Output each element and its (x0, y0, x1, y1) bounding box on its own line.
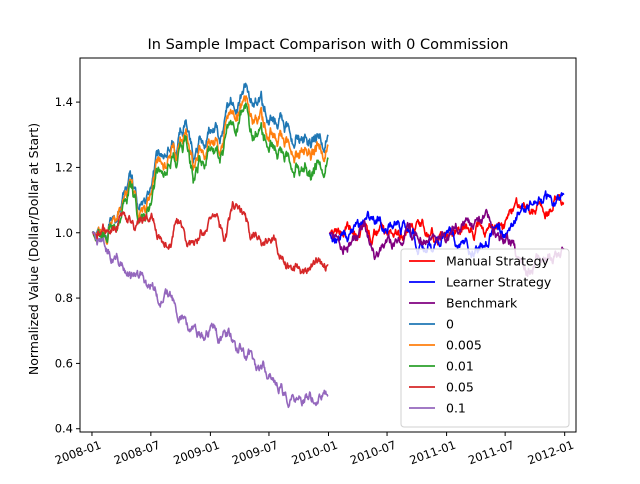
legend-label: 0.05 (446, 380, 474, 395)
legend-label: 0.005 (446, 338, 482, 353)
y-tick-label: 1.0 (55, 226, 73, 240)
chart-title: In Sample Impact Comparison with 0 Commi… (148, 37, 509, 53)
y-axis-label: Normalized Value (Dollar/Dollar at Start… (26, 123, 41, 375)
legend-label: 0.01 (446, 359, 474, 374)
legend-box (400, 248, 570, 428)
legend-label: 0.1 (446, 401, 466, 416)
legend-label: 0 (446, 317, 454, 332)
series-line-0-01 (92, 102, 329, 244)
y-tick-label: 1.4 (55, 95, 73, 109)
legend-label: Learner Strategy (446, 275, 552, 290)
y-tick-label: 0.4 (55, 422, 73, 436)
legend-label: Manual Strategy (446, 254, 550, 269)
legend-label: Benchmark (446, 296, 518, 311)
series-line-0-05 (92, 201, 329, 275)
y-tick-label: 0.8 (55, 291, 73, 305)
series-line-learner-strategy (328, 190, 565, 259)
y-tick-label: 1.2 (55, 160, 73, 174)
y-tick-label: 0.6 (55, 356, 73, 370)
legend: Manual Strategy Learner Strategy Benchmark… (400, 248, 570, 428)
series-line-0-1 (92, 231, 329, 409)
